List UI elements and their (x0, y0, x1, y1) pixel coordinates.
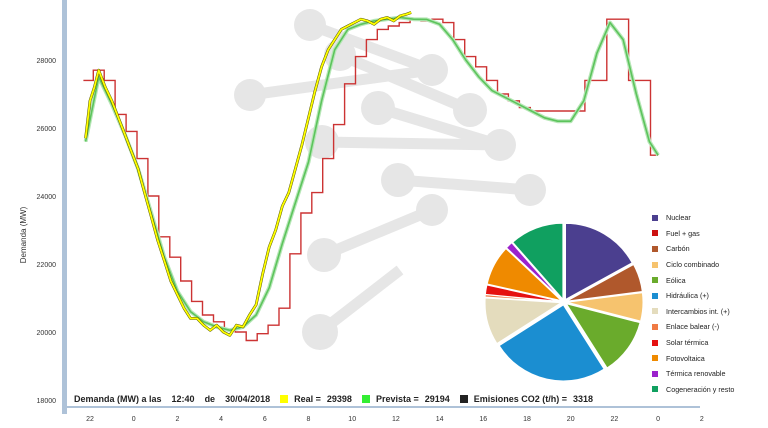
legend-item: Solar térmica (652, 335, 764, 351)
legend-item: Enlace balear (-) (652, 319, 764, 335)
x-tick-label: 10 (348, 416, 356, 423)
legend-swatch (652, 323, 658, 330)
pie-slice (484, 284, 562, 302)
x-tick-label: 2 (175, 416, 179, 423)
pie-legend: Nuclear Fuel + gas Carbón Ciclo combinado Eó… (652, 210, 764, 397)
date-connector: de (204, 394, 216, 404)
y-tick-label: 26000 (37, 126, 57, 133)
x-tick-label: 12 (392, 416, 400, 423)
legend-item: Nuclear (652, 210, 764, 226)
pie-slice (484, 297, 563, 345)
pie-slice (565, 222, 633, 301)
legend-label: Cogeneración y resto (666, 384, 735, 394)
x-tick-labels: 22 0 2 4 6 8 10 12 14 16 18 20 22 0 2 (86, 416, 704, 423)
y-tick-label: 18000 (37, 398, 57, 405)
legend-swatch (652, 370, 658, 377)
legend-swatch (652, 355, 658, 362)
demand-label: Demanda (MW) a las (74, 394, 162, 404)
legend-label: Ciclo combinado (666, 260, 720, 270)
legend-label: Intercambios int. (+) (666, 306, 730, 316)
legend-swatch (652, 214, 658, 221)
legend-item: Intercambios int. (+) (652, 304, 764, 320)
legend-swatch (652, 261, 658, 268)
pie-slice (566, 263, 643, 302)
watermark-logo (234, 9, 546, 350)
y-tick-label: 22000 (37, 262, 57, 269)
prevista-swatch (361, 395, 370, 403)
x-tick-label: 22 (86, 416, 94, 423)
x-tick-label: 18 (523, 416, 531, 423)
x-tick-label: 4 (219, 416, 223, 423)
legend-label: Eólica (666, 275, 686, 285)
legend-swatch (652, 308, 658, 315)
real-swatch (280, 395, 289, 403)
pie-slice (505, 242, 563, 301)
legend-swatch (652, 292, 658, 299)
pie-slice (498, 304, 605, 382)
pie-slice (566, 292, 644, 322)
y-tick-label: 20000 (37, 330, 57, 337)
legend-item: Ciclo combinado (652, 257, 764, 273)
legend-item: Carbón (652, 241, 764, 257)
legend-item: Fuel + gas (652, 226, 764, 242)
legend-item: Fotovoltaica (652, 350, 764, 366)
x-tick-label: 0 (656, 416, 660, 423)
pie-slice (486, 247, 563, 302)
legend-item: Hidráulica (+) (652, 288, 764, 304)
y-axis-label: Demanda (MW) (19, 206, 28, 263)
x-tick-label: 22 (611, 416, 619, 423)
y-tick-label: 28000 (37, 58, 57, 65)
legend-swatch (652, 230, 658, 237)
real-value: 29398 (326, 394, 352, 404)
x-tick-label: 2 (700, 416, 704, 423)
pie-slice (511, 222, 564, 301)
prevista-label: Prevista = (375, 394, 419, 404)
legend-label: Enlace balear (-) (666, 322, 720, 332)
emisiones-swatch (459, 395, 468, 403)
emisiones-label: Emisiones CO2 (t/h) = (473, 394, 568, 404)
real-label: Real = (294, 394, 321, 404)
legend-swatch (652, 339, 658, 346)
generation-pie (484, 222, 644, 382)
x-tick-label: 6 (263, 416, 267, 423)
legend-label: Térmica renovable (666, 369, 726, 379)
legend-label: Fotovoltaica (666, 353, 705, 363)
status-bar: Demanda (MW) a las 12:40 de 30/04/2018 R… (74, 392, 593, 406)
legend-item: Térmica renovable (652, 366, 764, 382)
y-axis-bar (62, 0, 67, 414)
legend-item: Cogeneración y resto (652, 382, 764, 398)
legend-label: Carbón (666, 244, 690, 254)
x-tick-label: 14 (436, 416, 444, 423)
series-prevista-line (84, 16, 659, 332)
prevista-value: 29194 (424, 394, 450, 404)
x-tick-label: 0 (132, 416, 136, 423)
legend-swatch (652, 245, 658, 252)
legend-label: Hidráulica (+) (666, 291, 709, 301)
series-lines (83, 11, 660, 342)
date-value: 30/04/2018 (225, 394, 271, 404)
legend-item: Eólica (652, 272, 764, 288)
pie-slice (565, 303, 641, 369)
legend-label: Solar térmica (666, 338, 709, 348)
legend-swatch (652, 277, 658, 284)
x-tick-label: 16 (479, 416, 487, 423)
legend-label: Fuel + gas (666, 228, 700, 238)
series-real-line (84, 11, 412, 337)
y-tick-labels: 18000 20000 22000 24000 26000 28000 (37, 58, 57, 405)
y-tick-label: 24000 (37, 194, 57, 201)
emisiones-value: 3318 (573, 394, 594, 404)
time-value: 12:40 (171, 394, 195, 404)
x-tick-label: 20 (567, 416, 575, 423)
legend-swatch (652, 386, 658, 393)
legend-label: Nuclear (666, 213, 691, 223)
x-tick-label: 8 (307, 416, 311, 423)
